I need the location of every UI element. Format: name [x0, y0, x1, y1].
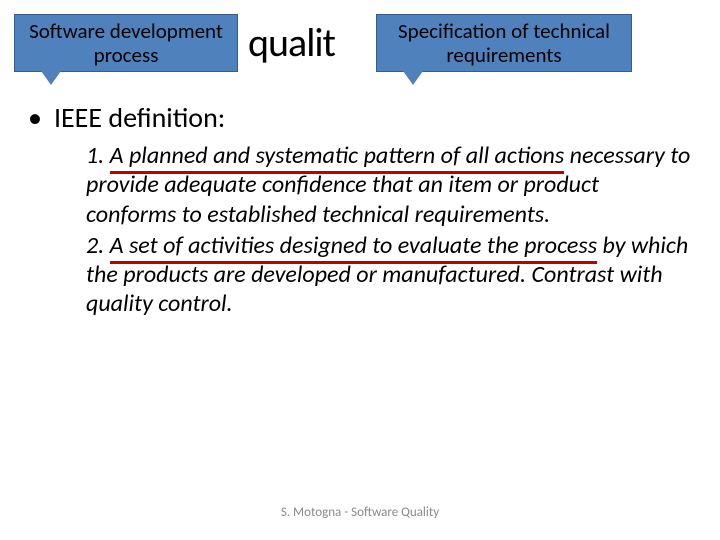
- callout-left-text: Software development process: [23, 17, 229, 69]
- bullet-row: • IEEE definition:: [28, 100, 692, 135]
- callout-right: Specification of technical requirements: [376, 14, 632, 72]
- definition-list: 1. A planned and systematic pattern of a…: [86, 141, 692, 319]
- bullet-label: IEEE definition:: [54, 100, 225, 135]
- def2-prefix: 2.: [86, 231, 110, 260]
- callout-right-line1: Specification of technical: [398, 18, 610, 44]
- definition-1: 1. A planned and systematic pattern of a…: [86, 141, 692, 229]
- footer-text: S. Motogna - Software Quality: [0, 505, 720, 520]
- definition-2: 2. A set of activities designed to evalu…: [86, 231, 692, 319]
- bullet-marker: •: [28, 104, 42, 132]
- def1-underlined: A planned and systematic pattern of all …: [110, 141, 565, 174]
- callout-left-line2: process: [94, 42, 159, 68]
- def2-underlined: A set of activities designed to evaluate…: [110, 231, 597, 264]
- page-title-fragment: qualit: [248, 18, 335, 67]
- callout-left-line1: Software development: [29, 18, 223, 44]
- callout-right-line2: requirements: [446, 42, 561, 68]
- callout-left: Software development process: [14, 14, 238, 72]
- callout-right-text: Specification of technical requirements: [392, 17, 616, 69]
- def1-prefix: 1.: [86, 141, 110, 170]
- slide: qualit Software development process Spec…: [0, 0, 720, 540]
- content-area: • IEEE definition: 1. A planned and syst…: [28, 100, 692, 321]
